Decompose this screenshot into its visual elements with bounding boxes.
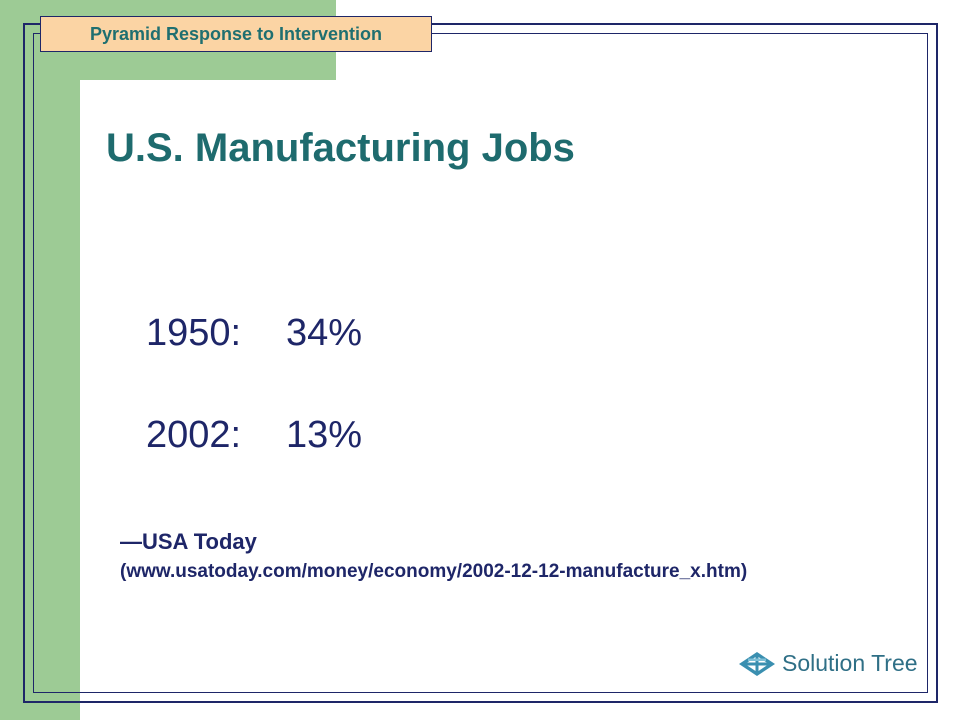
left-green-band [0, 0, 80, 720]
solution-tree-logo: Solution Tree [738, 650, 918, 677]
source-name: —USA Today [120, 529, 257, 554]
header-tab: Pyramid Response to Intervention [40, 16, 432, 52]
source-url: (www.usatoday.com/money/economy/2002-12-… [120, 561, 748, 582]
logo-text: Solution Tree [782, 650, 918, 676]
solution-tree-icon [739, 651, 775, 676]
stat-value: 13% [286, 414, 363, 456]
stat-row: 2002: 13% [146, 414, 362, 457]
content-corner [80, 80, 160, 160]
slide-title: U.S. Manufacturing Jobs [106, 126, 575, 170]
stat-year: 2002: [146, 414, 242, 456]
header-tab-label: Pyramid Response to Intervention [89, 23, 383, 44]
source-citation: —USA Today (www.usatoday.com/money/econo… [120, 528, 747, 586]
slide-frame-outer [23, 23, 938, 703]
stat-value: 34% [286, 312, 363, 354]
stat-year: 1950: [146, 312, 242, 354]
stat-row: 1950: 34% [146, 312, 362, 355]
